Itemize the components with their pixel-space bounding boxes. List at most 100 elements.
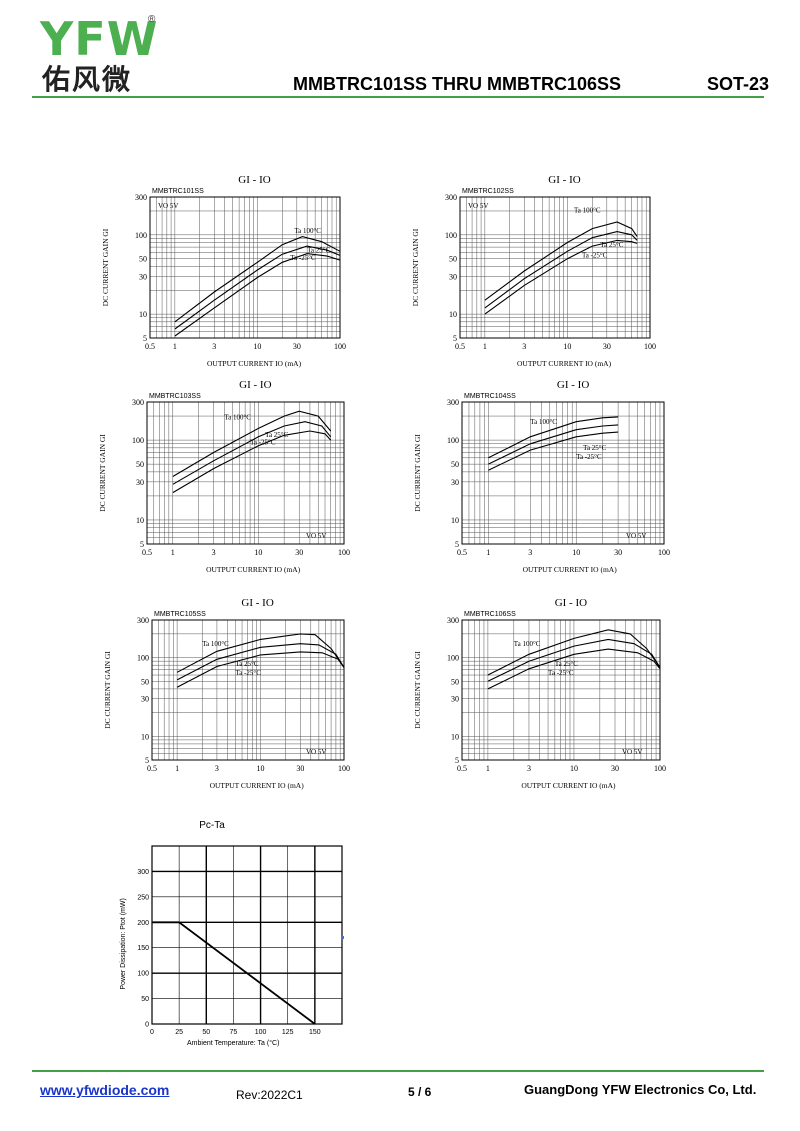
gi-chart-1-title: GI - IO bbox=[238, 174, 270, 186]
gi-chart-3-series-line bbox=[172, 410, 332, 477]
gi-chart-4-y-axis-label: DC CURRENT GAIN GI bbox=[413, 434, 422, 512]
gi-chart-6-condition-label: VO 5V bbox=[622, 748, 642, 756]
logo-chinese-text: 佑风微 bbox=[42, 63, 133, 96]
gi-chart-2-y-tick-label: 50 bbox=[449, 255, 457, 264]
gi-chart-2-y-tick-label: 300 bbox=[445, 193, 457, 202]
gi-chart-1-x-tick-label: 10 bbox=[253, 342, 261, 351]
gi-chart-5-y-tick-label: 50 bbox=[141, 677, 149, 686]
gi-chart-4-y-tick-label: 50 bbox=[451, 460, 459, 469]
revision-label: Rev:2022C1 bbox=[236, 1088, 303, 1102]
gi-chart-4-x-tick-label: 1 bbox=[486, 548, 490, 557]
gi-chart-4-series-label: Ta -25°C bbox=[576, 453, 602, 461]
pcta-x-tick-label: 100 bbox=[255, 1029, 267, 1036]
gi-chart-3-y-tick-label: 100 bbox=[132, 436, 144, 445]
gi-chart-3-y-tick-label: 10 bbox=[136, 516, 144, 525]
logo-text: YFW bbox=[40, 12, 159, 66]
gi-chart-3-title: GI - IO bbox=[239, 379, 271, 391]
gi-chart-6-frame bbox=[461, 619, 661, 761]
gi-chart-3-x-axis-label: OUTPUT CURRENT IO (mA) bbox=[206, 565, 301, 574]
gi-chart-5-title: GI - IO bbox=[241, 597, 273, 609]
gi-chart-2-y-axis-label: DC CURRENT GAIN GI bbox=[411, 228, 420, 306]
footer-divider bbox=[32, 1070, 764, 1072]
gi-chart-6-x-tick-label: 100 bbox=[654, 764, 666, 773]
gi-chart-5-y-tick-label: 30 bbox=[141, 695, 149, 704]
gi-chart-2-title: GI - IO bbox=[548, 174, 580, 186]
pcta-frame bbox=[151, 845, 343, 1025]
gi-chart-4-series-line bbox=[488, 431, 619, 471]
gi-chart-6-series-label: Ta 25°C bbox=[555, 660, 578, 668]
gi-chart-5-x-tick-label: 0.5 bbox=[147, 764, 157, 773]
gi-chart-4-x-tick-label: 3 bbox=[528, 548, 532, 557]
gi-chart-5-series-label: Ta 100°C bbox=[202, 640, 229, 648]
gi-chart-3-series-label: Ta 25°C bbox=[265, 431, 288, 439]
gi-chart-1-y-tick-label: 50 bbox=[139, 255, 147, 264]
gi-chart-1-series-line bbox=[174, 236, 341, 323]
gi-chart-6-y-axis-label: DC CURRENT GAIN GI bbox=[413, 651, 422, 729]
pcta-y-tick-label: 50 bbox=[141, 996, 149, 1003]
gi-chart-3-x-tick-label: 3 bbox=[212, 548, 216, 557]
gi-chart-6-y-tick-label: 100 bbox=[447, 654, 459, 663]
pcta-x-tick-label: 125 bbox=[282, 1029, 294, 1036]
gi-chart-4-x-tick-label: 30 bbox=[614, 548, 622, 557]
gi-chart-2-model-label: MMBTRC102SS bbox=[462, 188, 514, 195]
gi-chart-1-y-axis-label: DC CURRENT GAIN GI bbox=[101, 228, 110, 306]
gi-chart-1-y-tick-label: 5 bbox=[143, 334, 147, 343]
gi-chart-5-x-axis-label: OUTPUT CURRENT IO (mA) bbox=[210, 781, 305, 790]
gi-chart-4-y-tick-label: 30 bbox=[451, 478, 459, 487]
pcta-y-tick-label: 0 bbox=[145, 1022, 149, 1029]
gi-chart-2-y-tick-label: 5 bbox=[453, 334, 457, 343]
pcta-x-tick-label: 50 bbox=[202, 1029, 210, 1036]
gi-chart-1-condition-label: VO 5V bbox=[158, 202, 178, 210]
gi-chart-4-y-tick-label: 300 bbox=[447, 398, 459, 407]
gi-chart-1-x-tick-label: 100 bbox=[334, 342, 346, 351]
gi-chart-4-series-line bbox=[488, 424, 619, 465]
page-number: 5 / 6 bbox=[408, 1085, 432, 1099]
gi-chart-6-x-tick-label: 1 bbox=[486, 764, 490, 773]
gi-chart-5-series-line bbox=[176, 651, 345, 688]
pcta-marker-dot bbox=[341, 936, 344, 939]
gi-chart-3-x-tick-label: 1 bbox=[171, 548, 175, 557]
gi-chart-6-y-tick-label: 300 bbox=[447, 616, 459, 625]
pcta-x-tick-label: 150 bbox=[309, 1029, 321, 1036]
pcta-y-axis-label: Power Dissipation: Ptot (mW) bbox=[120, 898, 127, 989]
gi-chart-2-condition-label: VO 5V bbox=[468, 202, 488, 210]
gi-chart-6-series-line bbox=[487, 629, 661, 676]
pcta-x-tick-label: 25 bbox=[175, 1029, 183, 1036]
gi-chart-4-y-tick-label: 100 bbox=[447, 436, 459, 445]
gi-chart-1-x-tick-label: 3 bbox=[212, 342, 216, 351]
gi-chart-4-y-tick-label: 10 bbox=[451, 516, 459, 525]
gi-chart-1-x-tick-label: 0.5 bbox=[145, 342, 155, 351]
gi-chart-3-y-axis-label: DC CURRENT GAIN GI bbox=[98, 434, 107, 512]
gi-chart-1-model-label: MMBTRC101SS bbox=[152, 188, 204, 195]
gi-chart-1-series-label: Ta 25°C bbox=[307, 246, 330, 254]
gi-chart-5-x-tick-label: 3 bbox=[215, 764, 219, 773]
gi-chart-5-series-line bbox=[176, 643, 345, 681]
gi-chart-6-series-line bbox=[487, 638, 661, 682]
gi-chart-5-x-tick-label: 30 bbox=[296, 764, 304, 773]
header-divider bbox=[32, 96, 764, 98]
pcta-derating-line bbox=[152, 921, 316, 1025]
pcta-y-tick-label: 200 bbox=[137, 920, 149, 927]
gi-chart-6-model-label: MMBTRC106SS bbox=[464, 611, 516, 618]
gi-chart-6-y-tick-label: 50 bbox=[451, 677, 459, 686]
gi-chart-2-frame bbox=[459, 196, 651, 339]
website-link[interactable]: www.yfwdiode.com bbox=[40, 1082, 170, 1098]
gi-chart-1-series-line bbox=[174, 245, 341, 330]
gi-chart-2-x-tick-label: 3 bbox=[522, 342, 526, 351]
gi-chart-3-y-tick-label: 300 bbox=[132, 398, 144, 407]
gi-chart-1-series-label: Ta -25°C bbox=[290, 254, 316, 262]
gi-chart-5-series-line bbox=[176, 633, 345, 673]
document-title: MMBTRC101SS THRU MMBTRC106SS bbox=[293, 74, 622, 94]
gi-chart-5-x-tick-label: 1 bbox=[175, 764, 179, 773]
gi-chart-4-x-tick-label: 10 bbox=[572, 548, 580, 557]
gi-chart-6-y-tick-label: 10 bbox=[451, 732, 459, 741]
yfw-logo: YFW ® 佑风微 bbox=[40, 12, 170, 96]
gi-chart-3-condition-label: VO 5V bbox=[306, 532, 326, 540]
package-label: SOT-23 bbox=[707, 74, 770, 94]
gi-chart-2-series-label: Ta 25°C bbox=[600, 241, 623, 249]
gi-chart-1-y-tick-label: 300 bbox=[135, 193, 147, 202]
gi-chart-6-title: GI - IO bbox=[555, 597, 587, 609]
gi-chart-5-x-tick-label: 10 bbox=[257, 764, 265, 773]
gi-chart-5-x-tick-label: 100 bbox=[338, 764, 350, 773]
pcta-y-tick-label: 150 bbox=[137, 945, 149, 952]
